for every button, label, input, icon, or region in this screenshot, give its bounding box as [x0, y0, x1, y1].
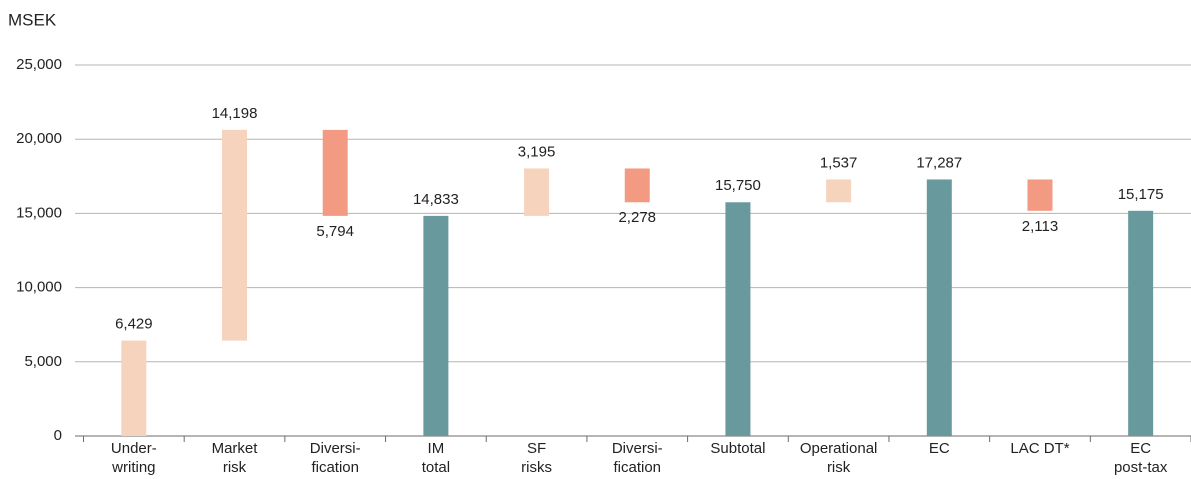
x-tick-label: fication [613, 459, 661, 476]
data-label: 3,195 [518, 143, 556, 160]
data-label: 2,278 [618, 209, 656, 226]
y-tick-label: 15,000 [16, 204, 62, 221]
bar [826, 179, 852, 203]
y-tick-label: 0 [54, 427, 62, 444]
bar [926, 179, 952, 436]
x-tick-label: IM [428, 440, 445, 457]
data-label: 1,537 [820, 154, 858, 171]
data-label: 5,794 [316, 223, 354, 240]
x-tick-label: EC [1130, 440, 1151, 457]
y-tick-label: 5,000 [24, 353, 62, 370]
data-label: 2,113 [1022, 218, 1058, 235]
data-label: 14,833 [413, 191, 459, 208]
x-tick-label: risk [827, 459, 851, 476]
x-tick-label: Under- [111, 440, 157, 457]
x-tick-label: risk [223, 459, 247, 476]
x-tick-label: Diversi- [310, 440, 361, 457]
x-tick-label: Subtotal [710, 440, 765, 457]
x-tick-label: Market [212, 440, 259, 457]
x-tick-label: Operational [800, 440, 878, 457]
y-tick-label: 25,000 [16, 56, 62, 73]
bar [1128, 210, 1154, 436]
bar [1027, 179, 1053, 211]
bar [524, 168, 550, 216]
bar [624, 168, 650, 203]
data-label: 14,198 [212, 105, 258, 122]
bar [423, 215, 449, 436]
x-tick-label: risks [521, 459, 552, 476]
data-label: 15,175 [1118, 186, 1164, 203]
bar [222, 129, 248, 341]
y-tick-label: 20,000 [16, 130, 62, 147]
bar [121, 340, 147, 436]
chart-title: MSEK [8, 10, 57, 29]
x-tick-label: post-tax [1114, 459, 1168, 476]
x-tick-label: EC [929, 440, 950, 457]
x-tick-label: fication [311, 459, 359, 476]
data-label: 15,750 [715, 177, 761, 194]
data-label: 17,287 [916, 154, 962, 171]
y-tick-label: 10,000 [16, 279, 62, 296]
x-tick-label: writing [111, 459, 155, 476]
x-tick-label: LAC DT* [1010, 440, 1069, 457]
data-label: 6,429 [115, 316, 153, 333]
x-tick-label: SF [527, 440, 546, 457]
bar [322, 129, 348, 216]
bar [725, 202, 751, 436]
x-tick-label: total [422, 459, 450, 476]
x-tick-label: Diversi- [612, 440, 663, 457]
